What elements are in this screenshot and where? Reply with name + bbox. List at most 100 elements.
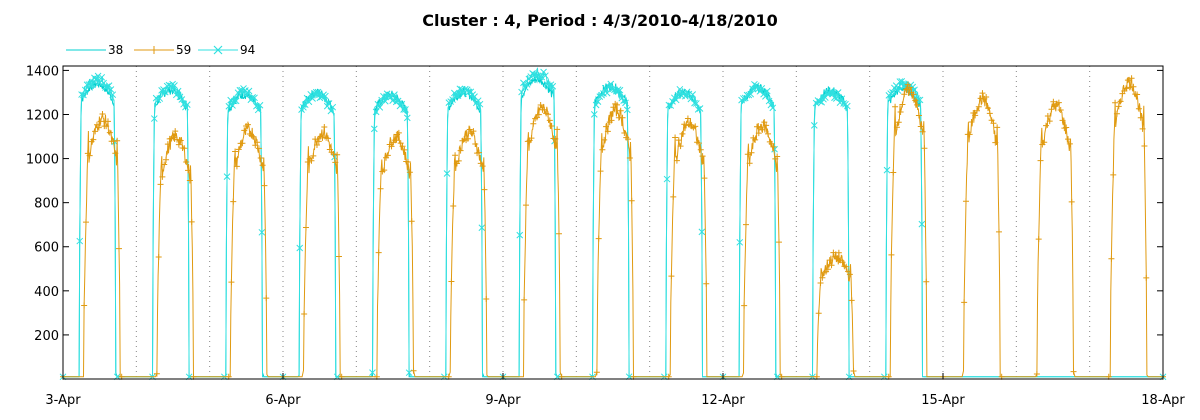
point-94	[549, 82, 557, 90]
point-59	[752, 136, 759, 143]
point-59	[984, 105, 991, 112]
point-94	[838, 95, 846, 103]
point-59	[992, 139, 999, 146]
point-59	[1070, 368, 1077, 375]
point-94	[672, 96, 680, 104]
point-94	[254, 106, 262, 114]
point-94	[818, 98, 825, 106]
point-94	[150, 115, 158, 122]
point-94	[87, 82, 95, 90]
point-59	[392, 137, 399, 144]
point-59	[475, 149, 482, 156]
point-59	[399, 143, 406, 150]
point-59	[228, 279, 235, 286]
point-94	[314, 88, 322, 96]
point-94	[178, 96, 186, 103]
point-59	[850, 367, 857, 374]
point-59	[1117, 98, 1124, 105]
point-59	[699, 153, 706, 160]
y-tick-label: 400	[34, 285, 59, 300]
point-59	[114, 137, 121, 144]
point-59	[406, 169, 413, 176]
point-94	[381, 97, 389, 105]
point-59	[155, 253, 162, 260]
y-tick-label: 1400	[26, 64, 59, 79]
point-94	[389, 97, 396, 104]
point-94	[474, 97, 482, 105]
point-94	[158, 87, 165, 94]
point-94	[369, 369, 376, 376]
point-59	[601, 136, 608, 143]
point-94	[843, 102, 851, 110]
point-59	[923, 278, 930, 285]
point-94	[693, 100, 700, 107]
point-59	[255, 145, 262, 152]
point-59	[257, 155, 264, 162]
point-94	[311, 89, 318, 97]
point-94	[590, 110, 598, 118]
point-59	[673, 157, 680, 164]
point-59	[175, 141, 182, 148]
point-59	[619, 114, 626, 121]
point-59	[244, 121, 251, 128]
point-59	[746, 160, 753, 167]
point-94	[536, 73, 544, 81]
point-94	[78, 91, 85, 98]
point-94	[174, 87, 182, 95]
point-59	[1033, 370, 1040, 377]
point-59	[1128, 75, 1135, 82]
point-59	[770, 143, 777, 150]
point-59	[97, 118, 104, 125]
point-94	[327, 107, 335, 115]
point-59	[906, 84, 913, 91]
point-94	[696, 105, 704, 112]
point-94	[918, 220, 926, 228]
point-94	[232, 97, 240, 105]
point-59	[1063, 124, 1070, 131]
point-59	[112, 150, 119, 157]
point-59	[990, 120, 997, 127]
point-59	[164, 141, 171, 148]
point-59	[621, 130, 628, 137]
point-59	[973, 107, 980, 114]
point-59	[466, 126, 473, 133]
point-59	[599, 146, 606, 153]
point-94	[256, 101, 264, 109]
point-94	[669, 98, 676, 105]
point-94	[667, 102, 675, 109]
y-tick-label: 200	[34, 329, 59, 344]
point-59	[99, 110, 106, 117]
point-94	[398, 100, 406, 108]
point-59	[1055, 99, 1062, 106]
point-59	[625, 136, 632, 143]
point-59	[537, 102, 544, 109]
point-59	[177, 137, 184, 144]
point-59	[1065, 136, 1072, 143]
x-tick-label: 18-Apr	[1141, 393, 1185, 408]
point-59	[843, 263, 850, 270]
point-94	[896, 78, 904, 85]
point-59	[479, 163, 486, 170]
point-59	[334, 151, 341, 158]
point-59	[239, 140, 246, 147]
point-94	[105, 82, 113, 89]
point-59	[401, 146, 408, 153]
point-59	[452, 152, 459, 159]
point-59	[897, 109, 904, 116]
point-59	[977, 95, 984, 102]
point-59	[521, 296, 528, 303]
point-59	[819, 274, 826, 281]
point-94	[156, 95, 164, 102]
point-94	[523, 81, 531, 88]
point-59	[315, 138, 322, 145]
point-94	[616, 86, 624, 94]
y-tick-label: 1000	[26, 153, 59, 168]
point-59	[835, 249, 842, 256]
point-59	[815, 310, 822, 317]
point-94	[840, 100, 847, 107]
point-59	[1043, 122, 1050, 129]
point-94	[691, 99, 698, 107]
point-59	[174, 136, 181, 143]
point-94	[831, 94, 838, 102]
point-94	[400, 106, 407, 113]
